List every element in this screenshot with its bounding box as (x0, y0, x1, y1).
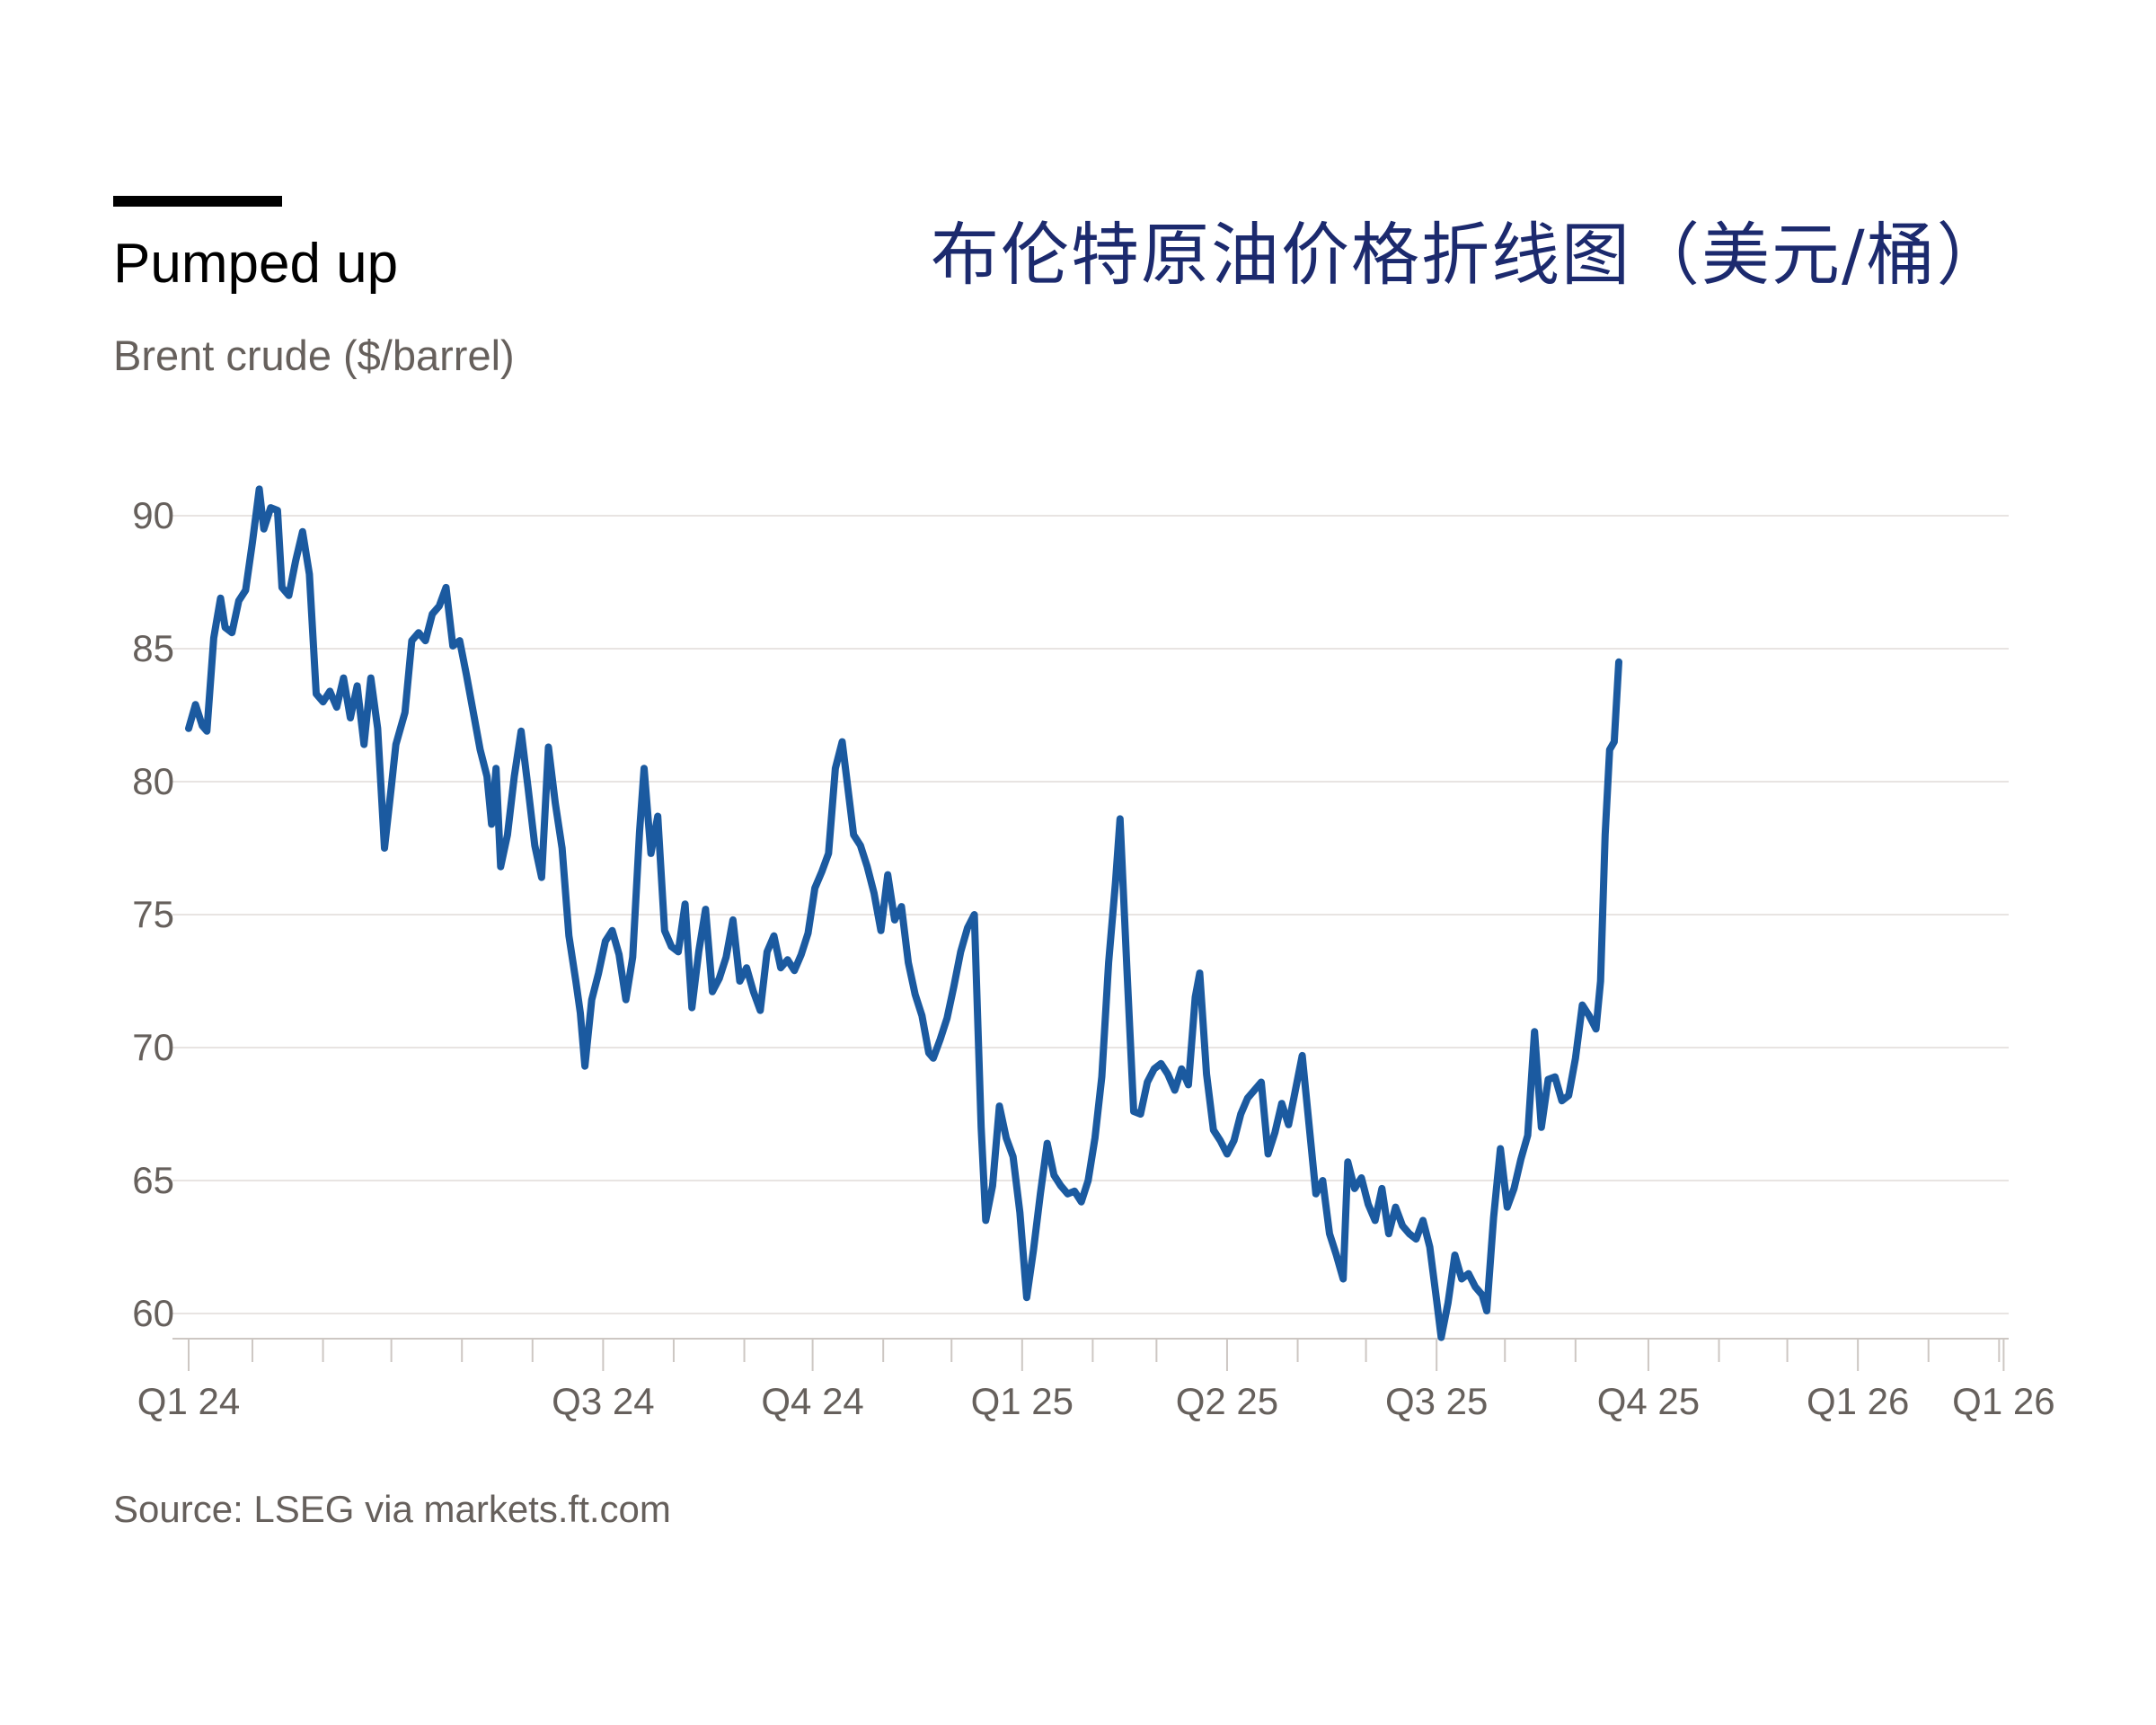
series-layer (185, 485, 1622, 1341)
x-tick-label-5: Q3 25 (1385, 1380, 1488, 1422)
x-tick-label-3: Q1 25 (971, 1380, 1074, 1422)
source-note: Source: LSEG via markets.ft.com (113, 1488, 671, 1530)
y-tick-label-75: 75 (132, 893, 174, 935)
x-tick-label-7: Q1 26 (1807, 1380, 1909, 1422)
x-tick-label-8: Q1 26 (1952, 1380, 2054, 1422)
y-tick-label-60: 60 (132, 1292, 174, 1334)
x-tick-label-6: Q4 25 (1597, 1380, 1700, 1422)
y-tick-label-70: 70 (132, 1026, 174, 1068)
x-axis-tick-labels: Q1 24 Q3 24 Q4 24 Q1 25 Q2 25 Q3 25 Q4 25 Q1 26… (137, 1380, 2055, 1422)
chart-subtitle: Brent crude ($/barrel) (113, 332, 515, 379)
title-accent-bar (113, 196, 282, 207)
y-axis-tick-labels: 60 65 70 75 80 85 90 (132, 494, 174, 1334)
x-tick-label-0: Q1 24 (137, 1380, 240, 1422)
y-tick-label-65: 65 (132, 1159, 174, 1201)
x-tick-label-2: Q4 24 (761, 1380, 863, 1422)
chart-title: Pumped up (113, 233, 399, 295)
chinese-title: 布伦特原油价格折线图（美元/桶） (931, 215, 2007, 295)
x-tick-label-4: Q2 25 (1176, 1380, 1278, 1422)
y-tick-label-90: 90 (132, 494, 174, 536)
y-tick-label-80: 80 (132, 760, 174, 802)
series-line-0 (185, 485, 1622, 1341)
gridlines (172, 515, 2009, 1314)
x-axis (172, 1338, 2009, 1371)
x-tick-label-1: Q3 24 (552, 1380, 654, 1422)
y-tick-label-85: 85 (132, 627, 174, 669)
